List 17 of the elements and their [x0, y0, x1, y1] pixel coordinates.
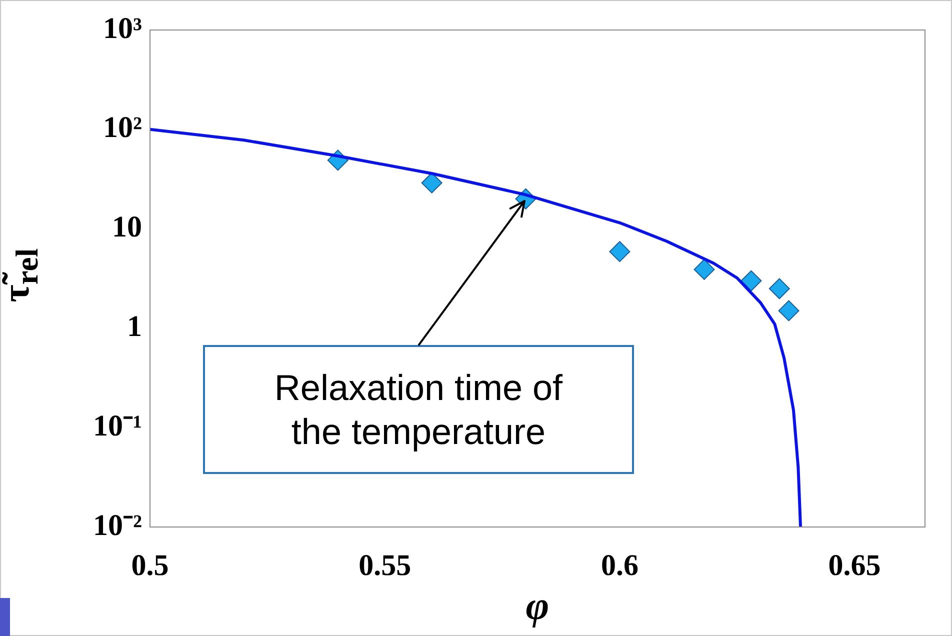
text-box: Relaxation time of the temperature [203, 345, 634, 474]
y-tick-label: 10⁻² [93, 508, 142, 542]
y-tick-label: 10⁻¹ [93, 409, 142, 442]
x-tick-label: 0.5 [131, 548, 169, 582]
x-tick-label: 0.65 [828, 548, 881, 582]
point [740, 270, 762, 292]
x-tick-label: 0.55 [358, 548, 412, 582]
y-tick-label: 1 [127, 310, 142, 343]
y-tick-label: 10² [103, 111, 142, 144]
y-tick-label: 10 [112, 210, 142, 244]
y-tick-label: 10³ [103, 12, 142, 45]
point [768, 278, 790, 300]
x-axis-title: φ [524, 582, 550, 629]
point [694, 258, 715, 280]
x-tick-label: 0.6 [600, 548, 638, 582]
point [609, 241, 630, 262]
point [778, 300, 800, 322]
